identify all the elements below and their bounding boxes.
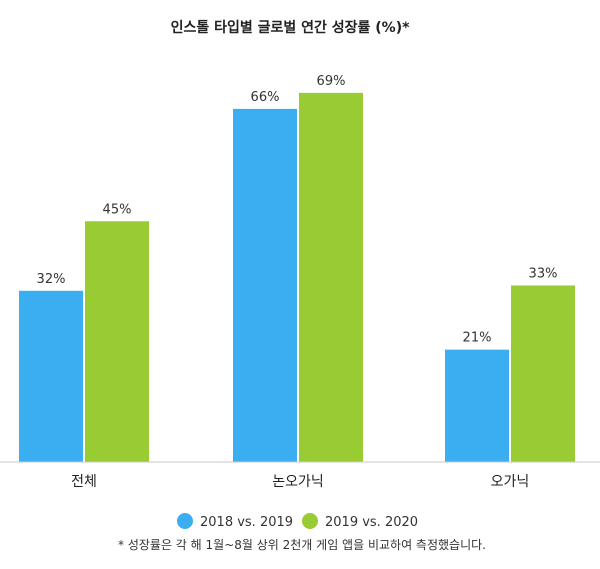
- data-label-2-series-0: 21%: [463, 331, 492, 346]
- bar-1-series-0: [233, 108, 297, 463]
- data-label-1-series-1: 69%: [317, 74, 346, 89]
- legend-label-1: 2019 vs. 2020: [325, 515, 418, 530]
- data-label-2-series-1: 33%: [529, 266, 558, 281]
- category-label-0: 전체: [71, 474, 97, 490]
- legend-marker-1: [302, 513, 318, 529]
- footnote: * 성장률은 각 해 1월~8월 상위 2천개 게임 앱을 비교하여 측정했습니…: [118, 537, 486, 552]
- category-label-1: 논오가닉: [272, 474, 324, 490]
- chart-title: 인스톨 타입별 글로벌 연간 성장률 (%)*: [171, 19, 411, 36]
- bar-0-series-1: [85, 221, 149, 462]
- data-label-1-series-0: 66%: [251, 90, 280, 105]
- category-label-2: 오가닉: [491, 474, 530, 490]
- legend-label-0: 2018 vs. 2019: [200, 515, 293, 530]
- legend-marker-0: [177, 513, 193, 529]
- bars-layer: [19, 92, 575, 463]
- value-labels-layer: 32% 45% 66% 69% 21% 33%: [37, 74, 558, 346]
- data-label-0-series-0: 32%: [37, 272, 66, 287]
- bar-2-series-0: [445, 349, 509, 462]
- bar-0-series-0: [19, 290, 83, 462]
- legend: 2018 vs. 2019 2019 vs. 2020: [177, 513, 418, 530]
- data-label-0-series-1: 45%: [103, 202, 132, 217]
- bar-2-series-1: [511, 285, 575, 462]
- category-labels-layer: 전체 논오가닉 오가닉: [71, 474, 529, 490]
- bar-1-series-1: [299, 92, 363, 462]
